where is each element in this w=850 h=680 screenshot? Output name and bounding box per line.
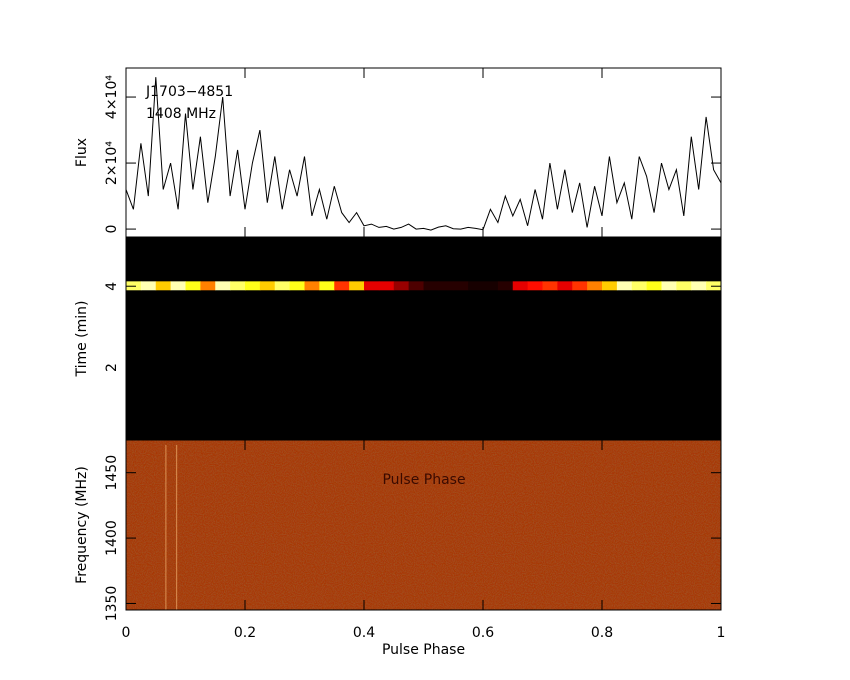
annotation: 1408 MHz [146, 106, 216, 122]
heatmap-cell [334, 281, 350, 291]
heatmap-cell [646, 281, 662, 291]
y-tick-label: 1450 [104, 455, 120, 491]
heatmap-cell [542, 281, 558, 291]
y-axis-label: Frequency (MHz) [74, 466, 90, 584]
heatmap-cell [691, 281, 707, 291]
heatmap-cell [393, 281, 410, 291]
heatmap-cell [289, 281, 305, 291]
x-tick-label: 0.8 [591, 625, 613, 641]
heatmap-cell [364, 281, 380, 291]
y-tick-label: 4×10⁴ [104, 75, 120, 119]
heatmap-cell [423, 281, 439, 291]
heatmap-cell [453, 281, 469, 291]
y-tick-label: 1350 [104, 586, 120, 622]
heatmap-cell [483, 281, 499, 291]
heatmap-cell [557, 281, 573, 291]
heatmap-cell [215, 281, 231, 291]
y-tick-label: 1400 [104, 520, 120, 556]
flux-line [126, 77, 721, 231]
heatmap-cell [602, 281, 618, 291]
heatmap-cell [185, 281, 201, 291]
heatmap-cell [631, 281, 648, 291]
heatmap-cell [259, 281, 276, 291]
heatmap-cell [304, 281, 320, 291]
heatmap-cell [319, 281, 335, 291]
annotation: J1703−4851 [145, 84, 233, 100]
heatmap-cell [230, 281, 246, 291]
heatmap-cell [155, 281, 172, 291]
heatmap-background [126, 237, 721, 440]
heatmap-cell [170, 281, 186, 291]
heatmap-cell [274, 281, 291, 291]
heatmap-cell [140, 281, 157, 291]
heatmap-cell [527, 281, 543, 291]
heatmap-cell [497, 281, 514, 291]
heatmap-cell [676, 281, 692, 291]
heatmap-cell [661, 281, 677, 291]
y-tick-label: 0 [104, 225, 120, 234]
heatmap-cell [438, 281, 454, 291]
y-tick-label: 4 [104, 282, 120, 291]
x-tick-label: 0.2 [234, 625, 256, 641]
heatmap-cell [587, 281, 603, 291]
y-axis-label: Flux [74, 138, 90, 167]
y-axis-label: Time (min) [74, 300, 90, 377]
heatmap-cell [200, 281, 216, 291]
x-axis-label: Pulse Phase [382, 642, 465, 658]
y-tick-label: 2 [104, 363, 120, 372]
annotation: Pulse Phase [382, 472, 465, 488]
heatmap-cell [572, 281, 588, 291]
frequency-image [126, 440, 721, 610]
heatmap-cell [378, 281, 395, 291]
x-tick-label: 0 [122, 625, 131, 641]
heatmap-cell [349, 281, 365, 291]
y-tick-label: 2×10⁴ [104, 141, 120, 185]
x-tick-label: 0.6 [472, 625, 494, 641]
heatmap-cell [408, 281, 424, 291]
x-tick-label: 1 [717, 625, 726, 641]
panel-frame [125, 439, 722, 611]
heatmap-cell [468, 281, 484, 291]
heatmap-cell [245, 281, 261, 291]
x-tick-label: 0.4 [353, 625, 375, 641]
heatmap-cell [512, 281, 529, 291]
heatmap-cell [616, 281, 633, 291]
